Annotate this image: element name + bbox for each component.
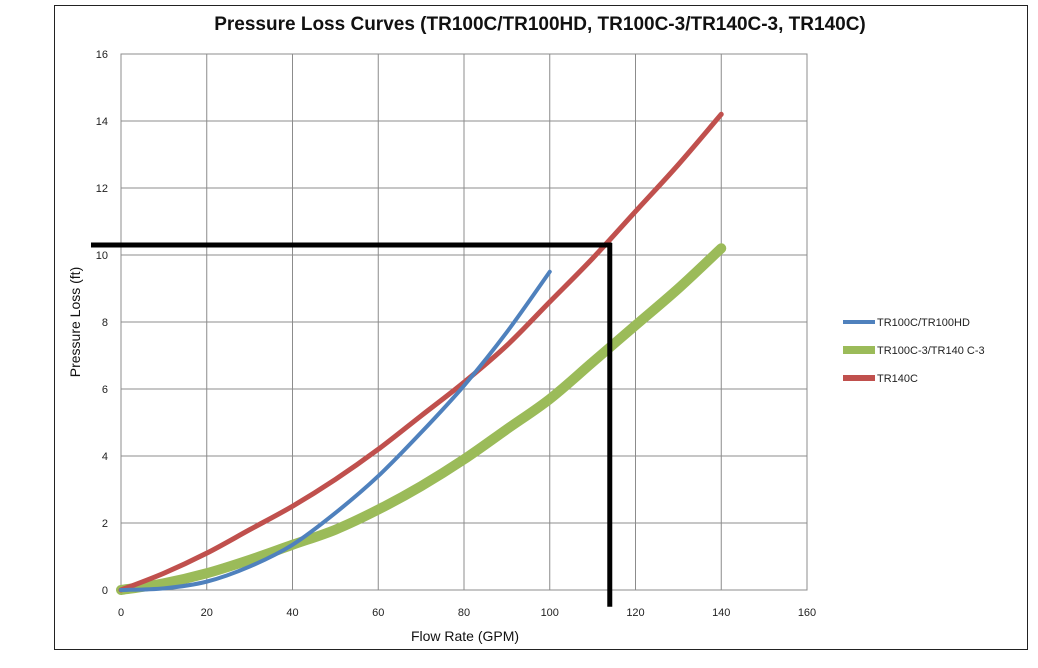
x-tick-label: 0 bbox=[118, 607, 124, 619]
x-tick-label: 120 bbox=[626, 607, 644, 619]
y-tick-label: 0 bbox=[102, 585, 108, 597]
y-tick-label: 16 bbox=[96, 49, 108, 61]
series-line-tr140c bbox=[118, 111, 724, 593]
legend-label: TR140C bbox=[877, 373, 918, 385]
x-tick-labels: 0 20 40 60 80 100 120 140 160 bbox=[118, 607, 816, 619]
legend-label: TR100C/TR100HD bbox=[877, 317, 970, 329]
y-tick-label: 8 bbox=[102, 317, 108, 329]
chart-title: Pressure Loss Curves (TR100C/TR100HD, TR… bbox=[214, 14, 866, 35]
series-line-tr100c-tr100hd bbox=[119, 269, 552, 592]
y-tick-label: 6 bbox=[102, 384, 108, 396]
x-tick-label: 20 bbox=[201, 607, 213, 619]
y-tick-label: 10 bbox=[96, 250, 108, 262]
y-tick-label: 2 bbox=[102, 518, 108, 530]
x-tick-label: 60 bbox=[372, 607, 384, 619]
x-tick-label: 40 bbox=[286, 607, 298, 619]
y-tick-labels: 0 2 4 6 8 10 12 14 16 bbox=[96, 49, 108, 597]
legend-label: TR100C-3/TR140 C-3 bbox=[877, 345, 985, 357]
series-line-tr100c-3-tr140-c-3 bbox=[116, 243, 727, 595]
y-axis-title: Pressure Loss (ft) bbox=[67, 267, 83, 377]
grid bbox=[120, 53, 808, 591]
x-tick-label: 140 bbox=[712, 607, 730, 619]
y-tick-label: 4 bbox=[102, 451, 108, 463]
x-axis-title: Flow Rate (GPM) bbox=[411, 628, 519, 644]
legend: TR100C/TR100HD TR100C-3/TR140 C-3 TR140C bbox=[843, 317, 985, 385]
series-layer bbox=[116, 111, 727, 595]
x-tick-label: 100 bbox=[541, 607, 559, 619]
x-tick-label: 80 bbox=[458, 607, 470, 619]
chart-frame bbox=[54, 5, 1028, 650]
annotation-lines bbox=[90, 242, 613, 607]
y-tick-label: 14 bbox=[96, 116, 108, 128]
x-tick-label: 160 bbox=[798, 607, 816, 619]
y-tick-label: 12 bbox=[96, 183, 108, 195]
